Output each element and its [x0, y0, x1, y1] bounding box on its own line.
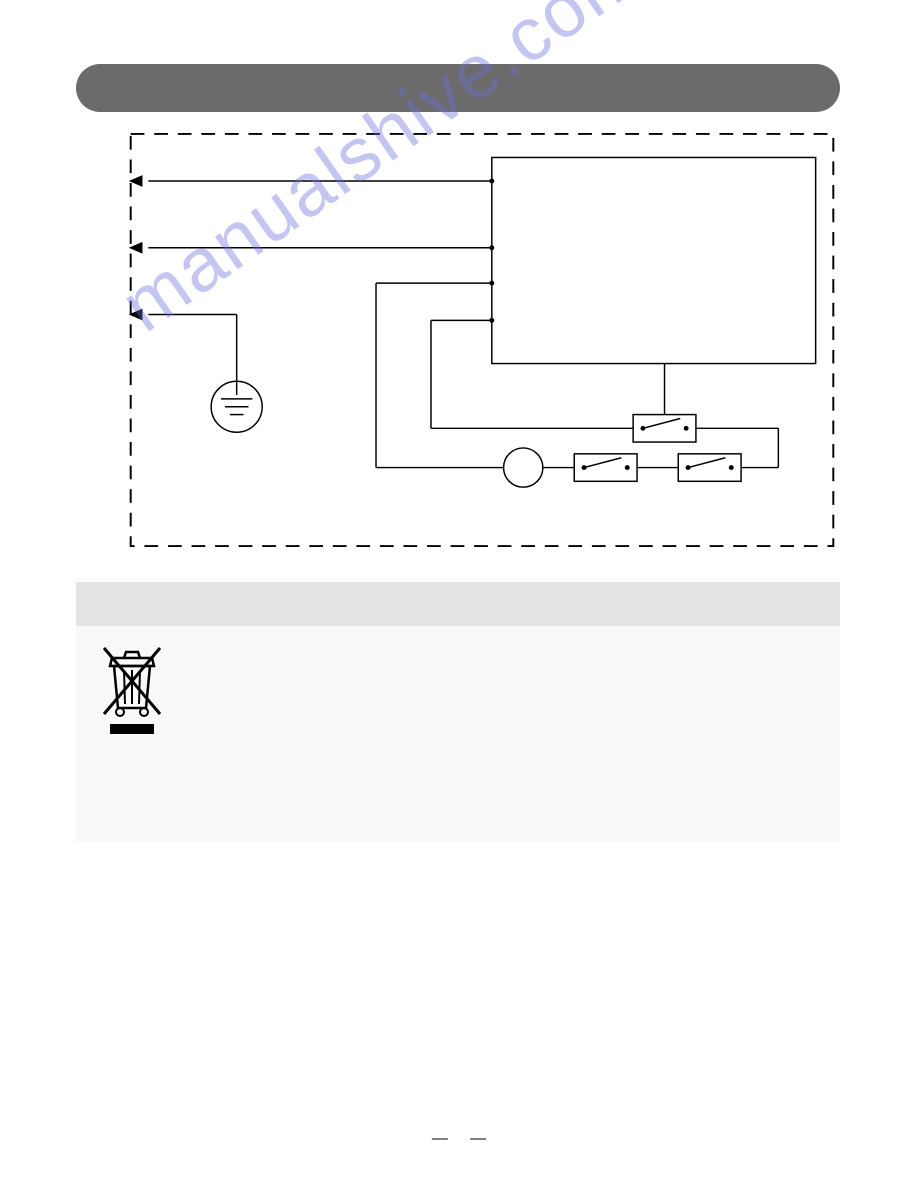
page-bracket-right: —	[470, 1130, 486, 1147]
info-box-header	[76, 582, 840, 626]
page-bracket-left: —	[432, 1130, 448, 1147]
page-number: — —	[432, 1130, 486, 1148]
control-box	[492, 157, 816, 363]
header-bar	[76, 64, 840, 112]
disposal-info-box	[76, 582, 840, 842]
weee-icon	[98, 644, 166, 741]
load-component	[504, 448, 543, 487]
wiring-diagram	[124, 130, 840, 550]
